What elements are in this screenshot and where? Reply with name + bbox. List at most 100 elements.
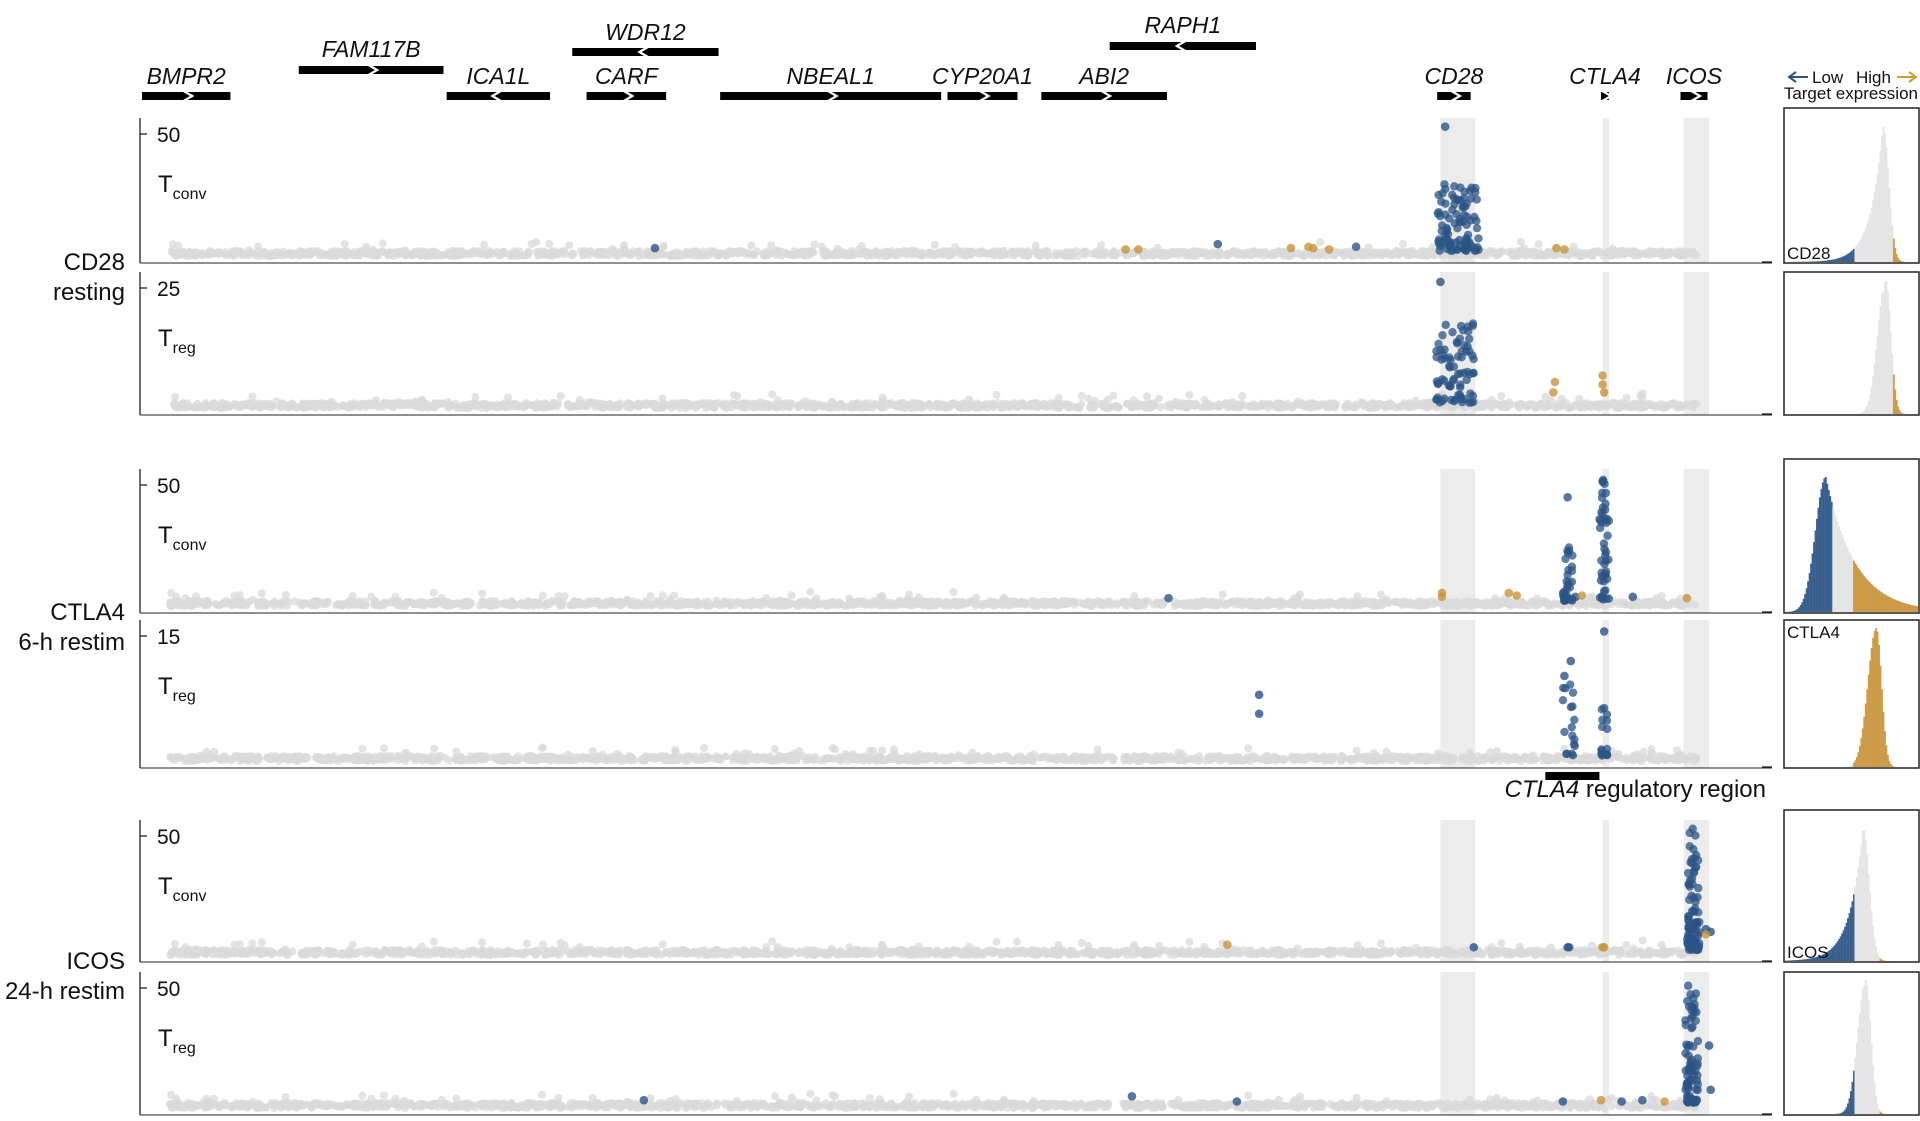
background-point (931, 402, 940, 411)
background-point (461, 250, 470, 259)
background-point (1244, 744, 1253, 753)
background-point (557, 601, 566, 610)
histogram-bar (1848, 252, 1851, 262)
hit-point (1603, 531, 1612, 540)
background-point (659, 250, 668, 259)
background-point (622, 247, 631, 256)
hit-point (1432, 395, 1441, 404)
gene-bar-ica1l (446, 92, 551, 100)
background-point (429, 588, 438, 597)
background-point (949, 587, 958, 596)
histogram-gene-label: CD28 (1787, 244, 1830, 263)
background-point (817, 402, 826, 411)
background-point (779, 399, 788, 408)
background-point (1528, 597, 1537, 606)
background-point (1522, 401, 1531, 410)
background-point (296, 251, 305, 260)
background-point (1214, 248, 1223, 257)
hit-point (1433, 209, 1442, 218)
background-point (1643, 250, 1652, 259)
background-point (401, 598, 410, 607)
background-point (1422, 601, 1431, 610)
background-point (601, 598, 610, 607)
background-point (174, 597, 183, 606)
background-point (257, 589, 266, 598)
background-point (779, 598, 788, 607)
background-point (555, 249, 564, 258)
background-point (480, 240, 489, 249)
background-point (591, 402, 600, 411)
background-point (883, 248, 892, 257)
background-point (1330, 399, 1339, 408)
background-point (1680, 251, 1689, 260)
background-point (1218, 590, 1227, 599)
group-label-line1: CD28 (64, 249, 125, 276)
background-point (880, 601, 889, 610)
background-point (709, 247, 718, 256)
highlight-region-icos (1683, 469, 1710, 613)
highlight-region-cd28 (1440, 620, 1476, 768)
background-point (1352, 599, 1361, 608)
background-point (1576, 401, 1585, 410)
histogram-bar (1866, 223, 1869, 262)
background-point (474, 247, 483, 256)
background-point (848, 251, 857, 260)
background-point (1097, 241, 1106, 250)
gene-bar-carf (586, 92, 667, 100)
histogram-bar (1894, 247, 1897, 262)
highlight-region-icos (1683, 272, 1710, 415)
background-point (483, 251, 492, 260)
histogram-bar (1833, 259, 1836, 262)
expression-histogram (1783, 458, 1920, 614)
histogram-bar (1817, 261, 1820, 262)
background-point (908, 601, 917, 610)
background-point (563, 400, 572, 409)
background-point (684, 600, 693, 609)
background-point (1142, 392, 1151, 401)
y-tick-label: 15 (157, 626, 180, 649)
histogram-bar (1916, 606, 1919, 612)
legend-low-label: Low (1812, 68, 1844, 87)
background-point (493, 400, 502, 409)
background-point (1406, 600, 1415, 609)
background-point (1174, 248, 1183, 257)
background-point (1543, 598, 1552, 607)
background-point (617, 598, 626, 607)
background-point (405, 398, 414, 407)
histogram-bar (1861, 235, 1864, 262)
histogram-bar (1864, 228, 1867, 262)
background-point (1516, 237, 1525, 246)
background-point (808, 403, 817, 412)
background-point (767, 241, 776, 250)
histogram-bar (1855, 245, 1858, 262)
background-point (578, 600, 587, 609)
background-point (542, 599, 551, 608)
background-point (284, 597, 293, 606)
background-point (318, 599, 327, 608)
hit-point (1597, 571, 1607, 581)
background-point (861, 248, 870, 257)
background-point (1411, 250, 1420, 259)
background-point (878, 396, 887, 405)
hit-point (1597, 507, 1606, 517)
background-point (233, 401, 242, 410)
background-point (791, 250, 800, 259)
hit-point (1438, 239, 1447, 249)
hit-point (1458, 203, 1467, 212)
background-point (1375, 598, 1384, 607)
background-point (1041, 597, 1050, 606)
histogram-bar (1838, 257, 1841, 262)
histogram-bar (1870, 207, 1873, 262)
background-point (671, 249, 680, 258)
background-point (331, 249, 340, 258)
histogram-bar (1878, 163, 1880, 262)
background-point (1042, 403, 1051, 412)
cell-type-label: Tconv (158, 522, 206, 554)
hit-point (1446, 238, 1456, 248)
background-point (1012, 247, 1021, 256)
background-point (933, 249, 942, 258)
background-point (709, 403, 718, 412)
background-point (358, 744, 367, 753)
hit-point (1474, 245, 1483, 254)
